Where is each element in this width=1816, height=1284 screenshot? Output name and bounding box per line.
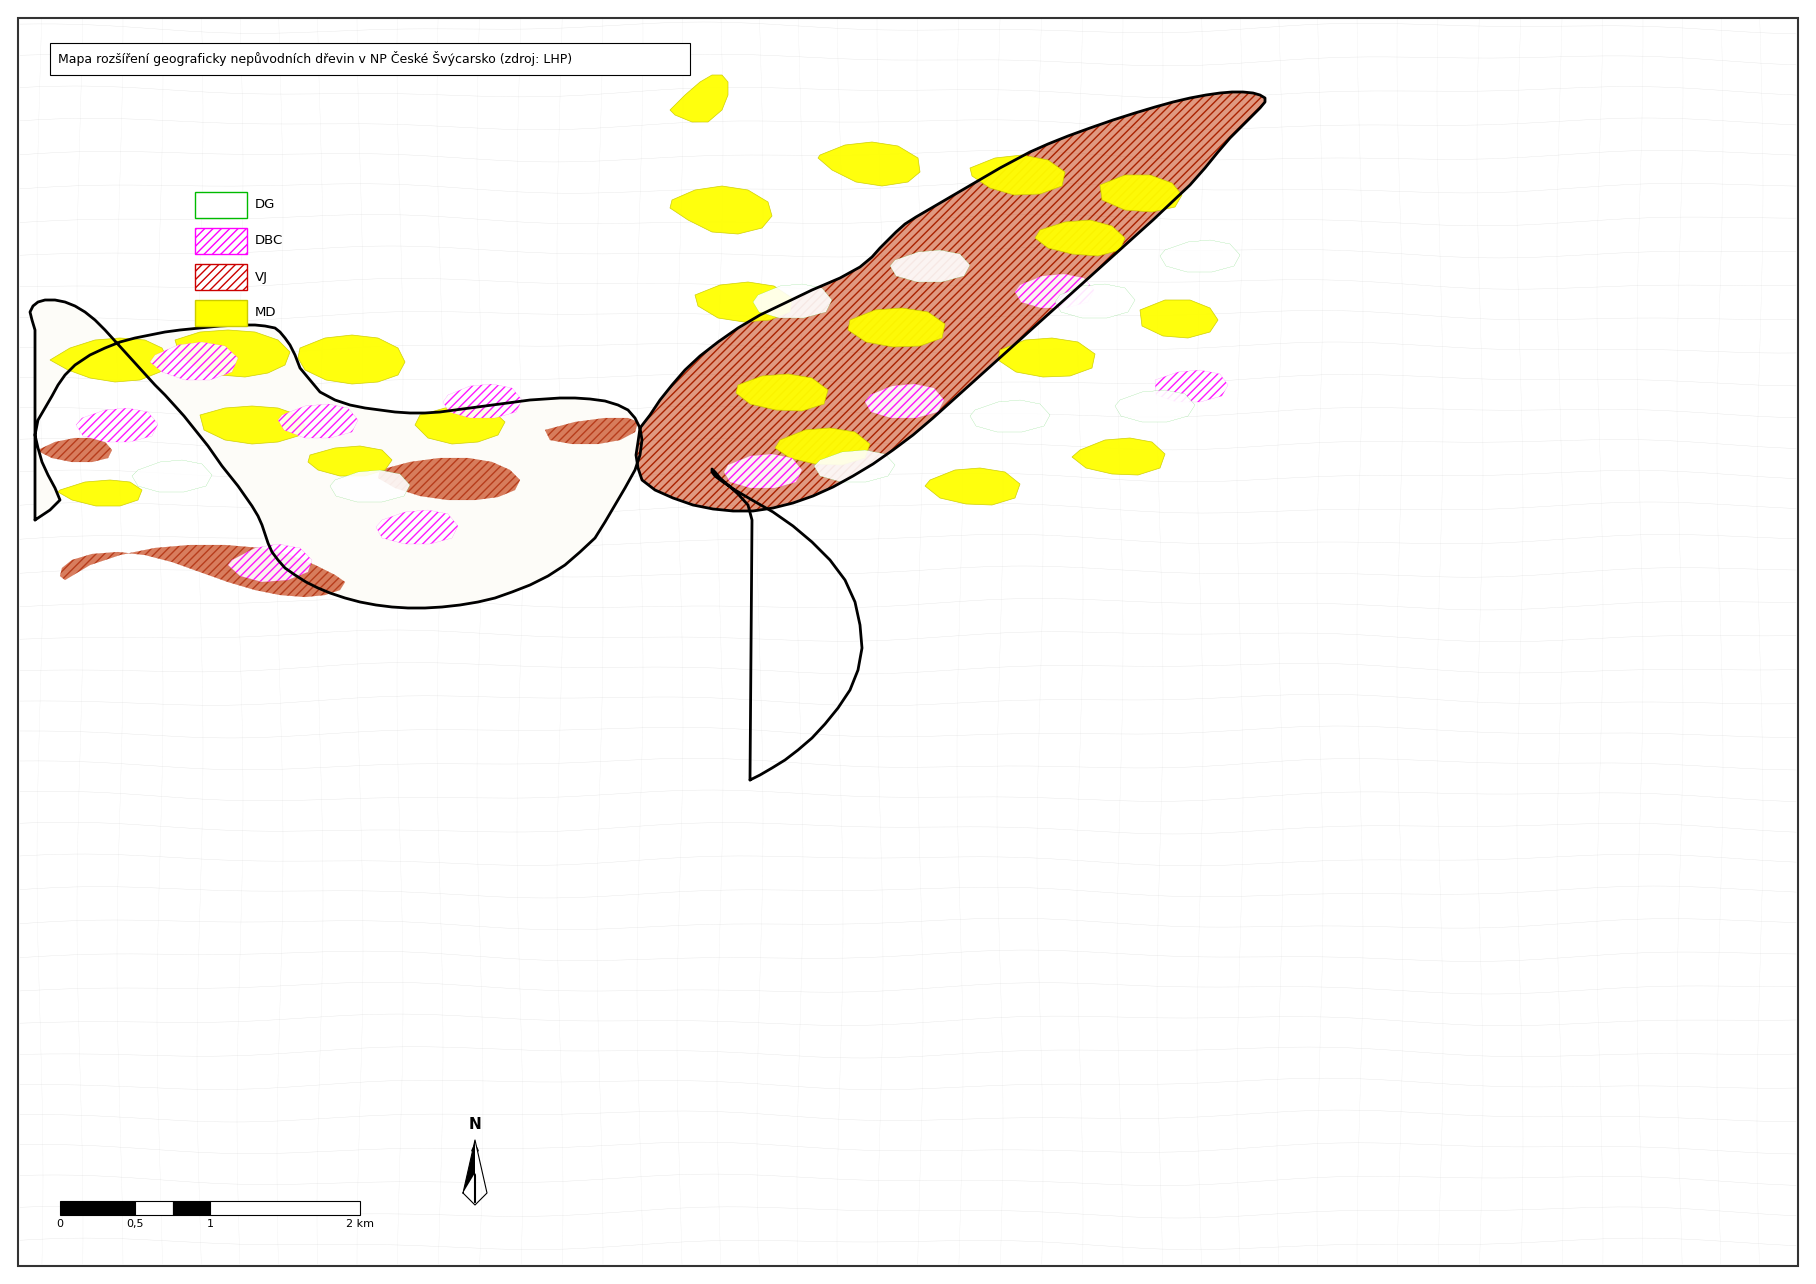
Polygon shape [817,143,921,186]
Polygon shape [670,186,772,234]
Text: 0: 0 [56,1219,64,1229]
Polygon shape [463,1140,476,1193]
Polygon shape [174,330,291,377]
Polygon shape [754,284,832,318]
Bar [194,193,247,218]
Polygon shape [443,384,521,419]
Polygon shape [229,544,312,582]
Polygon shape [1100,175,1182,212]
Bar [51,42,690,74]
Polygon shape [696,282,792,322]
Text: 2 km: 2 km [347,1219,374,1229]
Text: VJ: VJ [254,271,269,284]
Text: 1: 1 [207,1219,214,1229]
Polygon shape [1015,273,1093,308]
Polygon shape [133,460,212,492]
Polygon shape [999,338,1095,377]
Polygon shape [545,419,637,444]
Polygon shape [636,92,1266,511]
Polygon shape [1140,300,1219,338]
Bar [194,265,247,290]
Polygon shape [51,338,169,383]
Polygon shape [38,438,113,462]
Polygon shape [848,308,944,347]
Polygon shape [309,446,392,476]
Polygon shape [1155,370,1228,402]
Bar [60,1201,134,1215]
Polygon shape [864,384,944,419]
Text: DG: DG [254,199,276,212]
Polygon shape [476,1140,487,1193]
Polygon shape [376,510,458,544]
Bar [194,229,247,254]
Bar [194,300,247,326]
Text: N: N [469,1117,481,1132]
Polygon shape [775,428,870,465]
Text: Mapa rozšíření geograficky nepůvodních dřevin v NP České Švýcarsko (zdroj: LHP): Mapa rozšíření geograficky nepůvodních d… [58,51,572,67]
Polygon shape [1071,438,1166,475]
Polygon shape [1115,390,1195,422]
Polygon shape [151,342,238,380]
Polygon shape [58,480,142,506]
Polygon shape [278,404,358,438]
Polygon shape [60,544,345,597]
Polygon shape [298,335,405,384]
Polygon shape [76,408,158,442]
Polygon shape [331,470,410,502]
Polygon shape [814,449,895,482]
Polygon shape [200,406,305,444]
Polygon shape [725,455,803,488]
Polygon shape [670,74,728,122]
Polygon shape [1055,284,1135,318]
Polygon shape [1160,240,1240,272]
Bar [173,1201,211,1215]
Bar [211,1201,360,1215]
Text: DBC: DBC [254,235,283,248]
Polygon shape [890,250,970,282]
Text: MD: MD [254,307,276,320]
Text: 0,5: 0,5 [127,1219,143,1229]
Polygon shape [1035,220,1124,256]
Polygon shape [970,401,1050,431]
Polygon shape [31,300,643,609]
Polygon shape [416,406,505,444]
Polygon shape [924,467,1021,505]
Polygon shape [970,155,1064,195]
Polygon shape [735,374,828,411]
Polygon shape [378,458,519,499]
Bar [134,1201,173,1215]
